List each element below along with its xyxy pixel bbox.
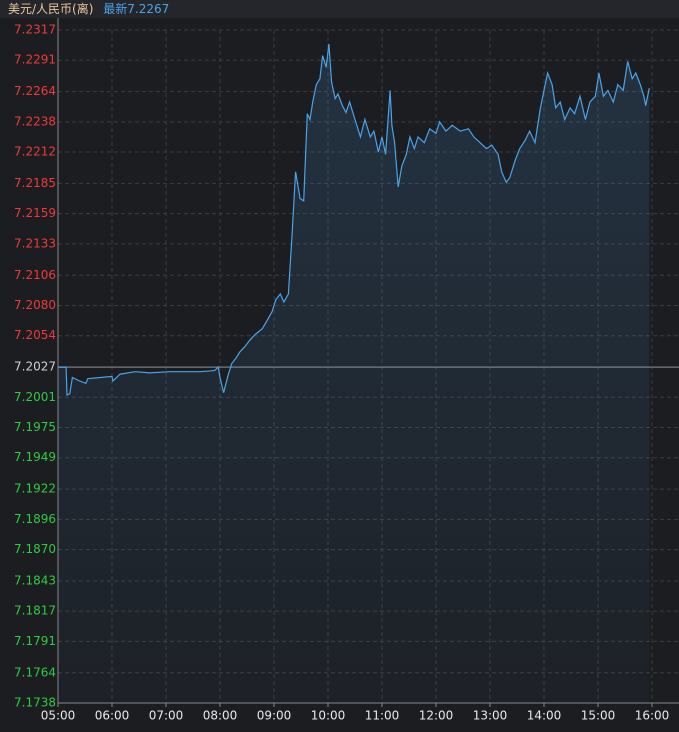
y-tick-label: 7.2264 bbox=[14, 84, 56, 98]
symbol-title: 美元/人民币(离) bbox=[8, 2, 94, 16]
y-tick-label: 7.2027 bbox=[14, 360, 56, 374]
y-tick-label: 7.1791 bbox=[14, 634, 56, 648]
y-tick-label: 7.1817 bbox=[14, 604, 56, 618]
y-tick-label: 7.1896 bbox=[14, 512, 56, 526]
x-tick-label: 08:00 bbox=[203, 709, 238, 723]
latest-price: 最新7.2267 bbox=[103, 2, 169, 16]
area bbox=[58, 43, 650, 703]
price-line bbox=[58, 43, 650, 396]
x-tick-label: 13:00 bbox=[473, 709, 508, 723]
y-tick-label: 7.2133 bbox=[14, 236, 56, 250]
y-tick-label: 7.2238 bbox=[14, 114, 56, 128]
latest-value: 7.2267 bbox=[127, 2, 170, 16]
x-tick-label: 06:00 bbox=[95, 709, 130, 723]
y-tick-label: 7.1949 bbox=[14, 450, 56, 464]
x-tick-label: 07:00 bbox=[149, 709, 184, 723]
y-tick-label: 7.2185 bbox=[14, 176, 56, 190]
x-tick-label: 15:00 bbox=[581, 709, 616, 723]
y-tick-label: 7.2212 bbox=[14, 145, 56, 159]
y-tick-label: 7.2159 bbox=[14, 206, 56, 220]
x-tick-label: 12:00 bbox=[419, 709, 454, 723]
y-tick-label: 7.2106 bbox=[14, 268, 56, 282]
x-tick-label: 10:00 bbox=[311, 709, 346, 723]
y-tick-label: 7.1843 bbox=[14, 573, 56, 587]
x-tick-label: 05:00 bbox=[41, 709, 76, 723]
y-tick-label: 7.1975 bbox=[14, 420, 56, 434]
y-tick-label: 7.1870 bbox=[14, 542, 56, 556]
latest-prefix: 最新 bbox=[103, 2, 128, 16]
y-tick-label: 7.2054 bbox=[14, 328, 56, 342]
y-tick-label: 7.2317 bbox=[14, 23, 56, 37]
y-tick-label: 7.1738 bbox=[14, 696, 56, 710]
y-tick-label: 7.2291 bbox=[14, 53, 56, 67]
y-tick-label: 7.2001 bbox=[14, 390, 56, 404]
x-tick-label: 14:00 bbox=[527, 709, 562, 723]
y-tick-label: 7.1922 bbox=[14, 482, 56, 496]
y-tick-label: 7.2080 bbox=[14, 298, 56, 312]
x-tick-label: 16:00 bbox=[635, 709, 670, 723]
x-tick-label: 11:00 bbox=[365, 709, 400, 723]
y-tick-label: 7.1764 bbox=[14, 665, 56, 679]
x-tick-label: 09:00 bbox=[257, 709, 292, 723]
header: 美元/人民币(离) 最新7.2267 bbox=[0, 0, 679, 18]
